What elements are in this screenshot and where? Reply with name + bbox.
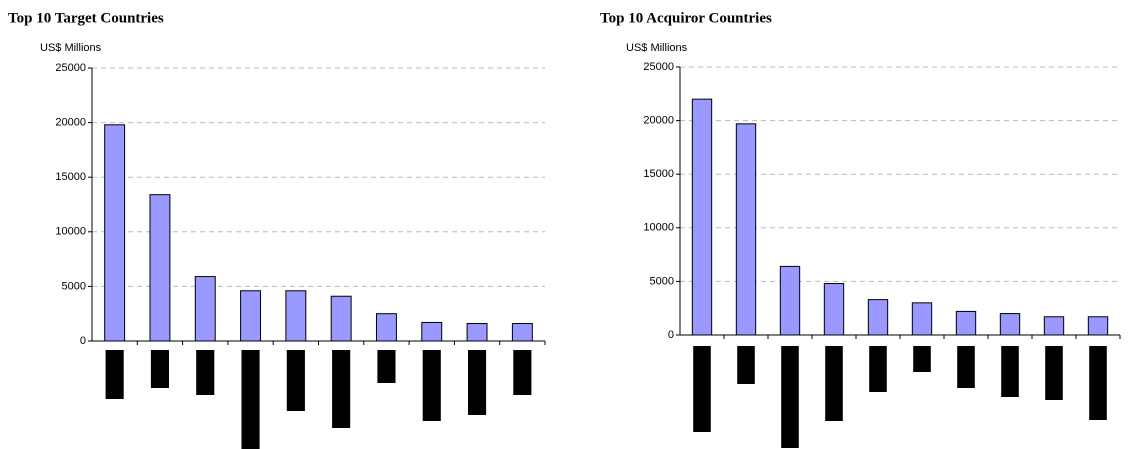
bar (330, 295, 352, 342)
redacted-label (1089, 346, 1107, 420)
redacted-label (241, 350, 260, 449)
bar (149, 194, 171, 342)
bar (285, 290, 307, 342)
bar (867, 299, 889, 336)
bar (1087, 316, 1109, 336)
redacted-label (286, 350, 305, 411)
y-axis-label: US$ Millions (40, 42, 102, 54)
bar (375, 313, 397, 342)
redacted-label (1045, 346, 1063, 400)
redacted-label (150, 350, 170, 388)
bar (779, 265, 801, 336)
bar (735, 123, 757, 336)
redacted-label (196, 350, 215, 395)
bar (240, 290, 262, 342)
redacted-label (869, 346, 887, 392)
y-tick-label: 20000 (55, 117, 86, 129)
bar (194, 276, 216, 342)
redacted-label (737, 346, 755, 384)
redacted-label (825, 346, 843, 421)
chart-title: Top 10 Target Countries (8, 10, 164, 26)
redacted-label (913, 346, 931, 372)
chart-title: Top 10 Acquiror Countries (600, 10, 772, 26)
y-tick-label: 5000 (650, 275, 674, 287)
bar (1043, 316, 1065, 336)
bar (511, 323, 533, 342)
bar (466, 323, 488, 342)
y-tick-label: 25000 (55, 62, 86, 74)
redacted-label (957, 346, 975, 388)
y-axis-label: US$ Millions (626, 42, 688, 54)
y-tick-label: 0 (668, 329, 674, 341)
redacted-label (377, 350, 396, 383)
redacted-label (513, 350, 532, 395)
y-tick-label: 15000 (643, 168, 674, 180)
bar (823, 283, 845, 336)
y-tick-label: 0 (80, 335, 86, 347)
y-tick-label: 25000 (643, 61, 674, 73)
y-tick-label: 5000 (62, 280, 86, 292)
redacted-label (693, 346, 711, 432)
bar (999, 313, 1021, 336)
y-tick-label: 20000 (643, 115, 674, 127)
redacted-label (332, 350, 351, 428)
bar (911, 302, 933, 336)
bar (955, 310, 977, 336)
redacted-label (1001, 346, 1019, 397)
redacted-label (467, 350, 487, 415)
bar (691, 98, 713, 336)
redacted-label (422, 350, 441, 421)
redacted-label (781, 346, 799, 448)
y-tick-label: 15000 (55, 171, 86, 183)
bar (421, 321, 443, 342)
redacted-label (105, 350, 124, 399)
bar (104, 124, 126, 342)
y-tick-label: 10000 (643, 222, 674, 234)
y-tick-label: 10000 (55, 226, 86, 238)
